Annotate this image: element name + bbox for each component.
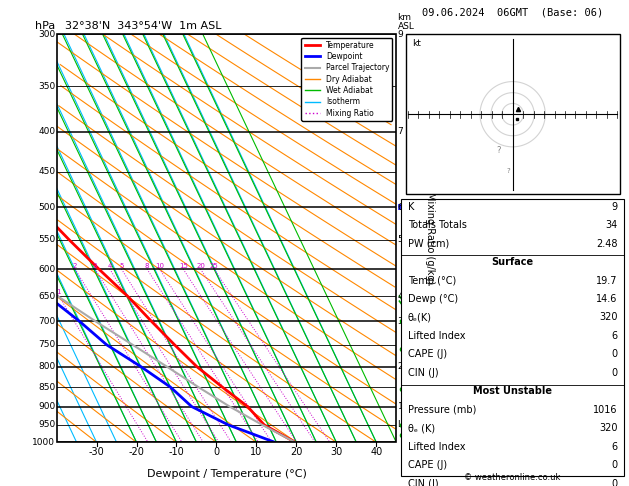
Text: hPa: hPa	[35, 20, 55, 31]
Text: 950: 950	[38, 420, 55, 429]
Text: 2: 2	[398, 362, 403, 371]
Text: 32°38'N  343°54'W  1m ASL: 32°38'N 343°54'W 1m ASL	[65, 20, 221, 31]
Text: 4: 4	[398, 292, 403, 301]
Text: 4: 4	[108, 263, 112, 269]
Text: 6: 6	[398, 203, 403, 212]
Text: 850: 850	[38, 382, 55, 392]
Text: 15: 15	[179, 263, 187, 269]
Text: 0: 0	[611, 349, 617, 360]
Text: 09.06.2024  06GMT  (Base: 06): 09.06.2024 06GMT (Base: 06)	[422, 7, 603, 17]
Text: 1: 1	[56, 289, 60, 295]
Text: 19.7: 19.7	[596, 276, 617, 286]
Text: LCL: LCL	[398, 420, 414, 429]
Text: Temp (°C): Temp (°C)	[408, 276, 456, 286]
Text: 900: 900	[38, 402, 55, 411]
Text: 1016: 1016	[593, 405, 617, 415]
Text: Most Unstable: Most Unstable	[473, 386, 552, 397]
Text: 800: 800	[38, 362, 55, 371]
Text: 20: 20	[290, 447, 303, 457]
Text: 30: 30	[330, 447, 342, 457]
Text: 0: 0	[611, 479, 617, 486]
Text: Pressure (mb): Pressure (mb)	[408, 405, 476, 415]
Text: 3: 3	[398, 317, 403, 326]
Bar	[401, 199, 625, 476]
Text: 550: 550	[38, 235, 55, 244]
Text: 320: 320	[599, 312, 617, 323]
Text: 7: 7	[398, 127, 403, 136]
Text: 500: 500	[38, 203, 55, 212]
Text: 320: 320	[599, 423, 617, 434]
Text: 600: 600	[38, 264, 55, 274]
Text: K: K	[408, 202, 415, 212]
Text: kt: kt	[413, 39, 421, 48]
Text: 1000: 1000	[33, 438, 55, 447]
Text: CIN (J): CIN (J)	[408, 368, 438, 378]
Text: 0: 0	[611, 460, 617, 470]
Text: PW (cm): PW (cm)	[408, 239, 449, 249]
Text: Surface: Surface	[492, 257, 533, 267]
Text: Dewpoint / Temperature (°C): Dewpoint / Temperature (°C)	[147, 469, 306, 479]
Bar	[406, 34, 620, 194]
Text: 2: 2	[73, 263, 77, 269]
Text: -30: -30	[89, 447, 104, 457]
Text: 0: 0	[611, 368, 617, 378]
Text: 700: 700	[38, 317, 55, 326]
Text: 6: 6	[611, 442, 617, 452]
Text: 5: 5	[120, 263, 124, 269]
Text: 350: 350	[38, 82, 55, 91]
Text: 34: 34	[605, 220, 617, 230]
Text: 750: 750	[38, 340, 55, 349]
Text: 20: 20	[196, 263, 205, 269]
Text: θₑ (K): θₑ (K)	[408, 423, 435, 434]
Text: Lifted Index: Lifted Index	[408, 331, 465, 341]
Text: -20: -20	[128, 447, 145, 457]
Text: 10: 10	[250, 447, 262, 457]
Text: 400: 400	[38, 127, 55, 136]
Text: 8: 8	[145, 263, 149, 269]
Text: 40: 40	[370, 447, 382, 457]
Y-axis label: Mixing Ratio (g/kg): Mixing Ratio (g/kg)	[425, 192, 435, 284]
Text: 9: 9	[398, 30, 403, 38]
Text: θₑ(K): θₑ(K)	[408, 312, 432, 323]
Text: 650: 650	[38, 292, 55, 301]
Text: 25: 25	[210, 263, 218, 269]
Text: 5: 5	[398, 235, 403, 244]
Text: 450: 450	[38, 167, 55, 176]
Text: 3: 3	[92, 263, 97, 269]
Text: 9: 9	[611, 202, 617, 212]
Text: Lifted Index: Lifted Index	[408, 442, 465, 452]
Legend: Temperature, Dewpoint, Parcel Trajectory, Dry Adiabat, Wet Adiabat, Isotherm, Mi: Temperature, Dewpoint, Parcel Trajectory…	[301, 38, 392, 121]
Text: 6: 6	[611, 331, 617, 341]
Text: km
ASL: km ASL	[398, 13, 415, 31]
Text: ?: ?	[496, 146, 501, 155]
Text: 1: 1	[398, 402, 403, 411]
Text: -10: -10	[169, 447, 184, 457]
Text: 300: 300	[38, 30, 55, 38]
Text: ?: ?	[506, 168, 510, 174]
Text: © weatheronline.co.uk: © weatheronline.co.uk	[464, 473, 561, 482]
Text: CAPE (J): CAPE (J)	[408, 349, 447, 360]
Text: 0: 0	[213, 447, 220, 457]
Text: 10: 10	[155, 263, 164, 269]
Text: 14.6: 14.6	[596, 294, 617, 304]
Text: Totals Totals: Totals Totals	[408, 220, 467, 230]
Text: 2.48: 2.48	[596, 239, 617, 249]
Text: CIN (J): CIN (J)	[408, 479, 438, 486]
Text: Dewp (°C): Dewp (°C)	[408, 294, 458, 304]
Text: CAPE (J): CAPE (J)	[408, 460, 447, 470]
